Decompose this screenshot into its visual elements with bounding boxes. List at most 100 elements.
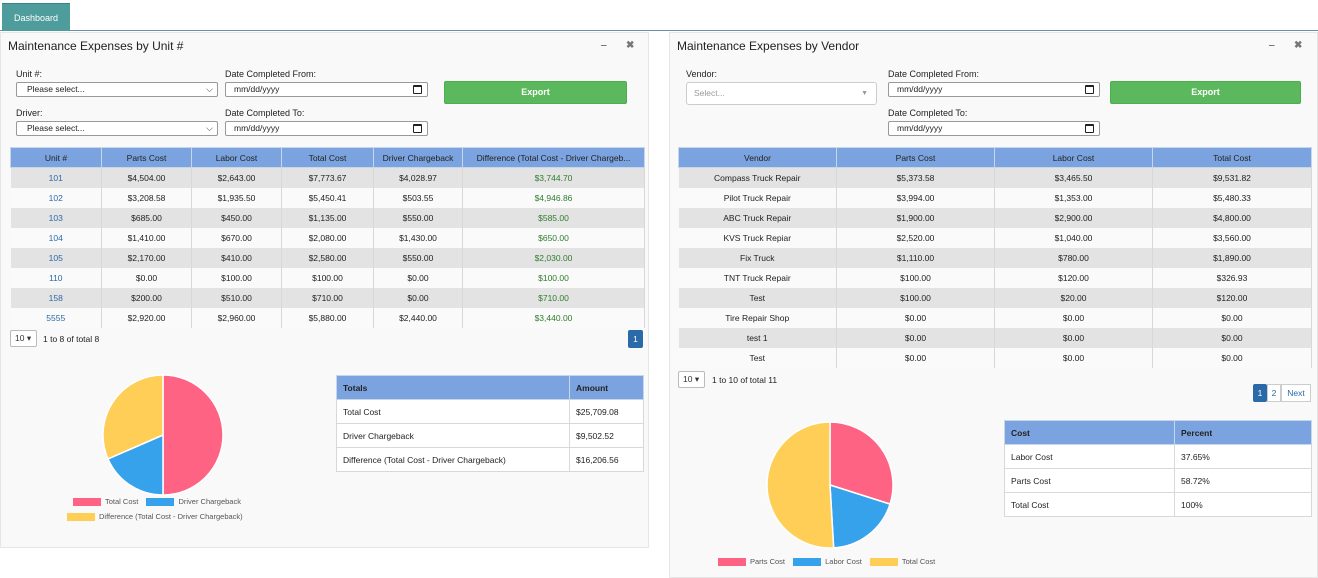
table-cell: $0.00 bbox=[994, 347, 1153, 368]
column-header[interactable]: Driver Chargeback bbox=[373, 147, 463, 168]
table-cell: $450.00 bbox=[191, 207, 282, 228]
unit-link[interactable]: 110 bbox=[10, 267, 102, 288]
vendor-pie-legend: Parts Cost Labor Cost Total Cost bbox=[712, 557, 935, 567]
table-row[interactable]: 5555 $2,920.00 $2,960.00 $5,880.00 $2,440.00… bbox=[10, 307, 645, 328]
table-row[interactable]: Fix Truck $1,110.00 $780.00 $1,890.00 bbox=[678, 247, 1312, 268]
unit-link[interactable]: 5555 bbox=[10, 307, 102, 328]
table-cell: $650.00 bbox=[462, 227, 645, 248]
close-icon[interactable]: ✖ bbox=[1294, 40, 1303, 51]
table-cell: $3,994.00 bbox=[836, 187, 995, 208]
table-row[interactable]: 103 $685.00 $450.00 $1,135.00 $550.00 $585.00 bbox=[10, 207, 645, 228]
column-header[interactable]: Parts Cost bbox=[101, 147, 192, 168]
date-from-value: mm/dd/yyyy bbox=[897, 84, 943, 94]
table-cell: $9,502.52 bbox=[569, 423, 644, 448]
calendar-icon[interactable] bbox=[413, 85, 422, 94]
table-row[interactable]: Compass Truck Repair $5,373.58 $3,465.50 $9… bbox=[678, 167, 1312, 188]
unit-pie-legend-row-1: Total Cost Driver Chargeback bbox=[67, 497, 241, 507]
date-to-input[interactable]: mm/dd/yyyy bbox=[225, 121, 428, 136]
table-row[interactable]: 158 $200.00 $510.00 $710.00 $0.00 $710.00 bbox=[10, 287, 645, 308]
unit-select[interactable]: Please select... ⌵ bbox=[16, 82, 218, 97]
pie-slice-total-cost[interactable] bbox=[766, 421, 835, 549]
table-header-row: Totals Amount bbox=[336, 375, 644, 400]
pie-slice-driver-chargeback[interactable] bbox=[106, 433, 164, 496]
column-header[interactable]: Parts Cost bbox=[836, 147, 995, 168]
minimize-icon[interactable]: ‒ bbox=[601, 40, 607, 51]
date-to-input[interactable]: mm/dd/yyyy bbox=[888, 121, 1100, 136]
driver-select-value: Please select... bbox=[27, 123, 85, 133]
export-button[interactable]: Export bbox=[1110, 81, 1301, 104]
column-header[interactable]: Unit # bbox=[10, 147, 102, 168]
table-cell: $1,135.00 bbox=[281, 207, 374, 228]
table-cell: $20.00 bbox=[994, 287, 1153, 308]
top-nav-bar: Dashboard bbox=[0, 0, 1318, 31]
unit-link[interactable]: 101 bbox=[10, 167, 102, 188]
table-row[interactable]: 105 $2,170.00 $410.00 $2,580.00 $550.00 $2,03… bbox=[10, 247, 645, 268]
table-row[interactable]: Test $0.00 $0.00 $0.00 bbox=[678, 347, 1312, 368]
column-header[interactable]: Total Cost bbox=[281, 147, 374, 168]
table-cell: $2,960.00 bbox=[191, 307, 282, 328]
table-row[interactable]: KVS Truck Repiar $2,520.00 $1,040.00 $3,560… bbox=[678, 227, 1312, 248]
pie-slice-total-cost[interactable] bbox=[162, 374, 224, 496]
table-cell: $503.55 bbox=[373, 187, 463, 208]
table-cell: $550.00 bbox=[373, 247, 463, 268]
pie-slice-labor-cost[interactable] bbox=[829, 483, 891, 549]
table-row[interactable]: TNT Truck Repair $100.00 $120.00 $326.93 bbox=[678, 267, 1312, 288]
page-1-button[interactable]: 1 bbox=[628, 330, 643, 348]
pager-info: 1 to 8 of total 8 bbox=[43, 334, 100, 344]
column-header: Percent bbox=[1174, 420, 1312, 445]
calendar-icon[interactable] bbox=[1085, 85, 1094, 94]
caret-down-icon: ▾ bbox=[26, 333, 32, 343]
table-cell: $7,773.67 bbox=[281, 167, 374, 188]
pager-info: 1 to 10 of total 11 bbox=[712, 375, 778, 385]
table-cell: $1,410.00 bbox=[101, 227, 192, 248]
unit-link[interactable]: 158 bbox=[10, 287, 102, 308]
table-cell: $670.00 bbox=[191, 227, 282, 248]
unit-select-value: Please select... bbox=[27, 84, 85, 94]
table-cell: $585.00 bbox=[462, 207, 645, 228]
column-header[interactable]: Total Cost bbox=[1152, 147, 1312, 168]
column-header[interactable]: Labor Cost bbox=[994, 147, 1153, 168]
unit-link[interactable]: 103 bbox=[10, 207, 102, 228]
column-header: Amount bbox=[569, 375, 644, 400]
calendar-icon[interactable] bbox=[1085, 124, 1094, 133]
column-header[interactable]: Vendor bbox=[678, 147, 837, 168]
table-row[interactable]: 110 $0.00 $100.00 $100.00 $0.00 $100.00 bbox=[10, 267, 645, 288]
pie-slice-parts-cost[interactable] bbox=[829, 421, 894, 506]
close-icon[interactable]: ✖ bbox=[626, 40, 635, 51]
date-from-input[interactable]: mm/dd/yyyy bbox=[225, 82, 428, 97]
page-1-button[interactable]: 1 bbox=[1253, 384, 1267, 402]
date-from-input[interactable]: mm/dd/yyyy bbox=[888, 82, 1100, 97]
tab-dashboard[interactable]: Dashboard bbox=[2, 3, 70, 31]
minimize-icon[interactable]: ‒ bbox=[1269, 40, 1275, 51]
unit-link[interactable]: 104 bbox=[10, 227, 102, 248]
table-row[interactable]: Test $100.00 $20.00 $120.00 bbox=[678, 287, 1312, 308]
unit-link[interactable]: 102 bbox=[10, 187, 102, 208]
page-size-select[interactable]: 10 ▾ bbox=[10, 330, 37, 347]
table-row[interactable]: 104 $1,410.00 $670.00 $2,080.00 $1,430.00 $65… bbox=[10, 227, 645, 248]
page-2-button[interactable]: 2 bbox=[1267, 384, 1281, 402]
export-button[interactable]: Export bbox=[444, 81, 627, 104]
legend-swatch bbox=[146, 498, 175, 507]
next-page-button[interactable]: Next bbox=[1281, 384, 1311, 402]
driver-select[interactable]: Please select... ⌵ bbox=[16, 121, 218, 136]
table-row[interactable]: 102 $3,208.58 $1,935.50 $5,450.41 $503.55 $4,… bbox=[10, 187, 645, 208]
table-cell: $780.00 bbox=[994, 247, 1153, 268]
column-header[interactable]: Labor Cost bbox=[191, 147, 282, 168]
legend-swatch bbox=[67, 513, 95, 522]
table-cell: $100.00 bbox=[836, 267, 995, 288]
table-row[interactable]: Pilot Truck Repair $3,994.00 $1,353.00 $5,4… bbox=[678, 187, 1312, 208]
table-row[interactable]: test 1 $0.00 $0.00 $0.00 bbox=[678, 327, 1312, 348]
unit-link[interactable]: 105 bbox=[10, 247, 102, 268]
table-cell: TNT Truck Repair bbox=[678, 267, 837, 288]
table-cell: $200.00 bbox=[101, 287, 192, 308]
table-row[interactable]: 101 $4,504.00 $2,643.00 $7,773.67 $4,028.97 $… bbox=[10, 167, 645, 188]
table-cell: $1,430.00 bbox=[373, 227, 463, 248]
table-row[interactable]: ABC Truck Repair $1,900.00 $2,900.00 $4,800… bbox=[678, 207, 1312, 228]
vendor-select[interactable]: Select... ▼ bbox=[686, 82, 877, 105]
column-header[interactable]: Difference (Total Cost - Driver Chargeb.… bbox=[462, 147, 645, 168]
table-row[interactable]: Tire Repair Shop $0.00 $0.00 $0.00 bbox=[678, 307, 1312, 328]
calendar-icon[interactable] bbox=[413, 124, 422, 133]
table-cell: $0.00 bbox=[836, 327, 995, 348]
page-size-select[interactable]: 10 ▾ bbox=[678, 371, 705, 388]
pie-slice-difference-total-cost-driver-chargeback[interactable] bbox=[102, 374, 164, 460]
